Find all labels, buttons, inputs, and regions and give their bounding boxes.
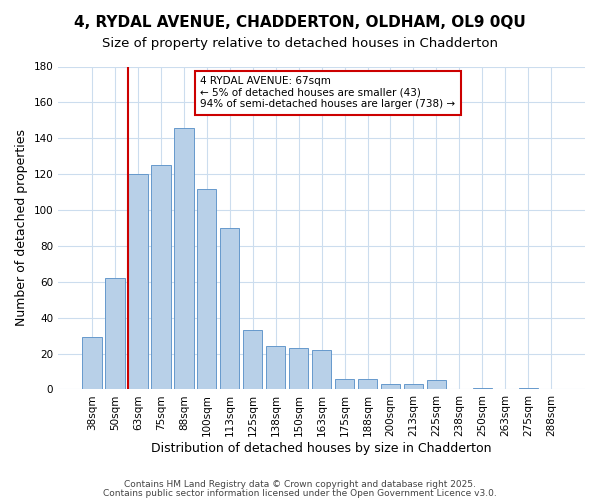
Bar	[518, 388, 538, 390]
Bar	[312, 350, 331, 390]
Bar	[266, 346, 286, 390]
Bar	[243, 330, 262, 390]
Text: 4, RYDAL AVENUE, CHADDERTON, OLDHAM, OL9 0QU: 4, RYDAL AVENUE, CHADDERTON, OLDHAM, OL9…	[74, 15, 526, 30]
Bar	[427, 380, 446, 390]
Bar	[105, 278, 125, 390]
Text: Size of property relative to detached houses in Chadderton: Size of property relative to detached ho…	[102, 38, 498, 51]
Bar	[220, 228, 239, 390]
Bar	[404, 384, 423, 390]
Text: Contains public sector information licensed under the Open Government Licence v3: Contains public sector information licen…	[103, 489, 497, 498]
Bar	[197, 188, 217, 390]
Bar	[358, 378, 377, 390]
Bar	[335, 378, 355, 390]
Bar	[82, 338, 101, 390]
Text: 4 RYDAL AVENUE: 67sqm
← 5% of detached houses are smaller (43)
94% of semi-detac: 4 RYDAL AVENUE: 67sqm ← 5% of detached h…	[200, 76, 455, 110]
Bar	[128, 174, 148, 390]
Bar	[174, 128, 194, 390]
Bar	[473, 388, 492, 390]
Bar	[151, 165, 170, 390]
Bar	[289, 348, 308, 390]
Bar	[381, 384, 400, 390]
Y-axis label: Number of detached properties: Number of detached properties	[15, 130, 28, 326]
X-axis label: Distribution of detached houses by size in Chadderton: Distribution of detached houses by size …	[151, 442, 492, 455]
Text: Contains HM Land Registry data © Crown copyright and database right 2025.: Contains HM Land Registry data © Crown c…	[124, 480, 476, 489]
